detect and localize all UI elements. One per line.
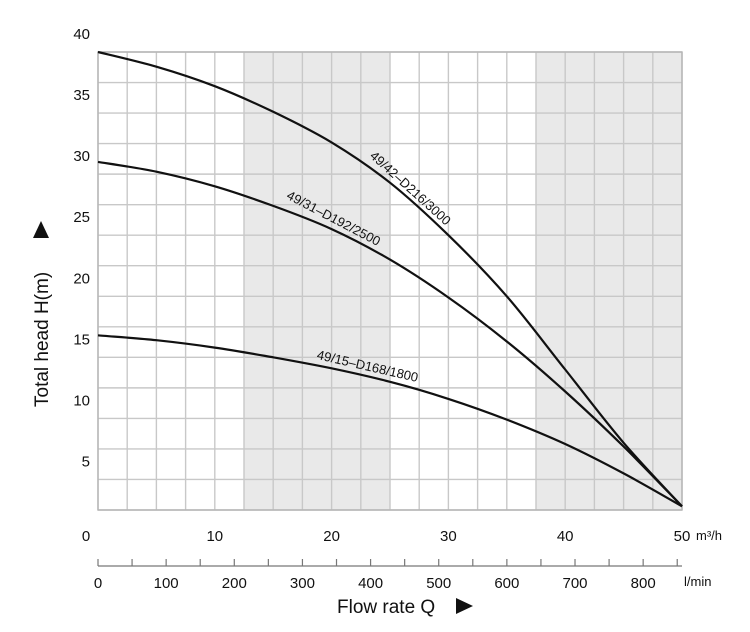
y-tick-label: 5 <box>82 453 90 470</box>
secondary-tick-label: 100 <box>154 575 179 592</box>
x-axis-title: Flow rate Q <box>337 597 435 618</box>
x-tick-label: 50 <box>674 528 691 545</box>
secondary-tick-label: 300 <box>290 575 315 592</box>
y-tick-label: 40 <box>73 26 90 43</box>
secondary-tick-label: 800 <box>631 575 656 592</box>
secondary-axis-lmin: 0 100 200 300 400 500 600 700 800 <box>94 559 682 592</box>
series-line <box>97 160 683 508</box>
secondary-tick-label: 700 <box>562 575 587 592</box>
y-tick-label: 25 <box>73 209 90 226</box>
x-axis-arrow-icon <box>456 598 473 614</box>
x-tick-label: 30 <box>440 528 457 545</box>
secondary-tick-label: 500 <box>426 575 451 592</box>
y-tick-labels: 5 10 15 20 25 30 35 40 <box>73 26 90 470</box>
x-tick-labels-m3h: 0 10 20 30 40 50 <box>82 528 691 545</box>
x-tick-label: 10 <box>206 528 223 545</box>
y-tick-label: 20 <box>73 270 90 287</box>
y-tick-label: 15 <box>73 331 90 348</box>
secondary-tick-label: 200 <box>222 575 247 592</box>
plot-border <box>97 51 683 511</box>
primary-x-unit: m³/h <box>696 528 722 543</box>
shaded-band <box>244 52 390 510</box>
grid-lines <box>97 51 683 511</box>
x-tick-label: 20 <box>323 528 340 545</box>
secondary-tick-label: 0 <box>94 575 102 592</box>
x-tick-label: 0 <box>82 528 90 545</box>
x-tick-label: 40 <box>557 528 574 545</box>
y-axis-arrow-icon <box>33 221 49 238</box>
secondary-x-unit: l/min <box>684 574 711 589</box>
y-axis-title: Total head H(m) <box>32 272 53 407</box>
secondary-tick-label: 600 <box>494 575 519 592</box>
secondary-tick-label: 400 <box>358 575 383 592</box>
y-tick-label: 35 <box>73 87 90 104</box>
series-line <box>97 334 683 508</box>
y-tick-label: 10 <box>73 392 90 409</box>
series-line <box>97 50 683 508</box>
y-tick-label: 30 <box>73 148 90 165</box>
